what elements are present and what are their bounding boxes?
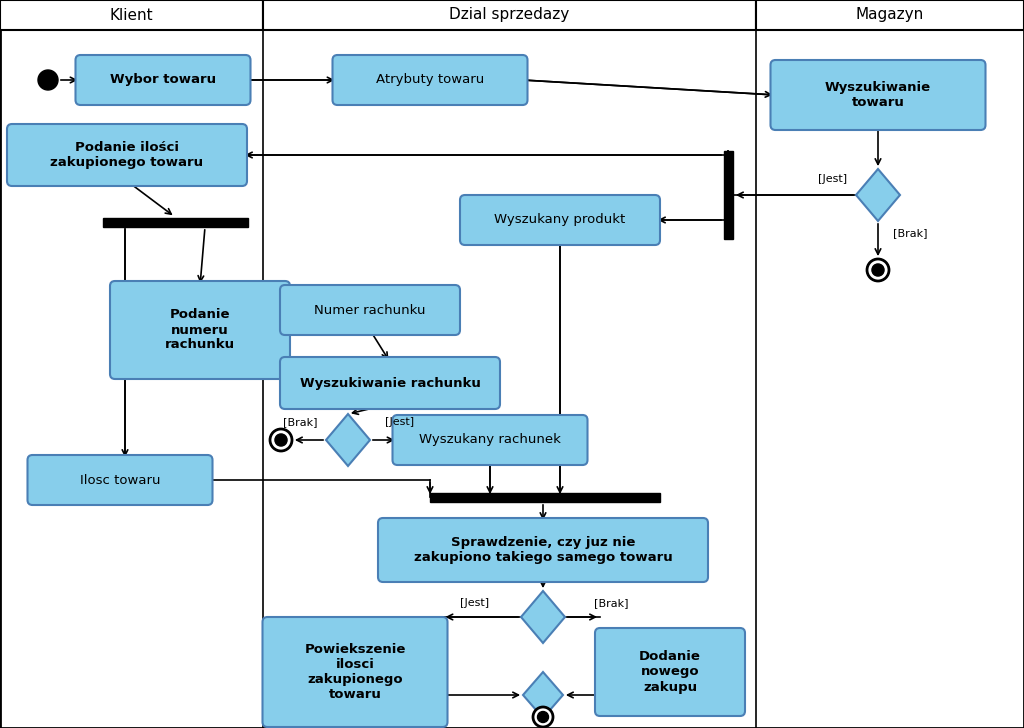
Circle shape xyxy=(867,259,889,281)
Bar xyxy=(756,0,1024,30)
FancyBboxPatch shape xyxy=(262,617,447,727)
Text: Podanie ilości
zakupionego towaru: Podanie ilości zakupionego towaru xyxy=(50,141,204,169)
FancyBboxPatch shape xyxy=(110,281,290,379)
Text: Dodanie
nowego
zakupu: Dodanie nowego zakupu xyxy=(639,651,701,694)
FancyBboxPatch shape xyxy=(378,518,708,582)
FancyBboxPatch shape xyxy=(595,628,745,716)
Text: Powiekszenie
ilosci
zakupionego
towaru: Powiekszenie ilosci zakupionego towaru xyxy=(304,643,406,701)
FancyBboxPatch shape xyxy=(392,415,588,465)
Text: Ilosc towaru: Ilosc towaru xyxy=(80,473,160,486)
Circle shape xyxy=(538,711,549,722)
Polygon shape xyxy=(523,672,563,718)
FancyBboxPatch shape xyxy=(333,55,527,105)
Text: Wyszukiwanie rachunku: Wyszukiwanie rachunku xyxy=(300,376,480,389)
Text: [Jest]: [Jest] xyxy=(818,174,848,184)
Text: Atrybuty towaru: Atrybuty towaru xyxy=(376,74,484,87)
Polygon shape xyxy=(856,169,900,221)
FancyBboxPatch shape xyxy=(280,285,460,335)
Text: [Brak]: [Brak] xyxy=(893,228,928,238)
FancyBboxPatch shape xyxy=(770,60,985,130)
Text: [Jest]: [Jest] xyxy=(461,598,489,608)
Text: [Jest]: [Jest] xyxy=(385,417,415,427)
FancyBboxPatch shape xyxy=(76,55,251,105)
FancyBboxPatch shape xyxy=(7,124,247,186)
Text: [Brak]: [Brak] xyxy=(283,417,317,427)
Bar xyxy=(430,493,660,502)
Bar xyxy=(0,0,263,30)
Text: Klient: Klient xyxy=(110,7,154,23)
Text: Numer rachunku: Numer rachunku xyxy=(314,304,426,317)
Circle shape xyxy=(275,434,287,446)
Text: Sprawdzenie, czy juz nie
zakupiono takiego samego towaru: Sprawdzenie, czy juz nie zakupiono takie… xyxy=(414,536,673,564)
Text: [Brak]: [Brak] xyxy=(594,598,629,608)
Circle shape xyxy=(270,429,292,451)
Text: Wyszukany rachunek: Wyszukany rachunek xyxy=(419,433,561,446)
Circle shape xyxy=(534,707,553,727)
Text: Magazyn: Magazyn xyxy=(856,7,924,23)
Polygon shape xyxy=(521,591,565,643)
Text: Wyszukany produkt: Wyszukany produkt xyxy=(495,213,626,226)
Text: Wybor towaru: Wybor towaru xyxy=(110,74,216,87)
Bar xyxy=(724,151,732,239)
FancyBboxPatch shape xyxy=(460,195,660,245)
Bar xyxy=(102,218,248,226)
Text: Wyszukiwanie
towaru: Wyszukiwanie towaru xyxy=(825,81,931,109)
Circle shape xyxy=(872,264,884,276)
Polygon shape xyxy=(326,414,370,466)
Text: Podanie
numeru
rachunku: Podanie numeru rachunku xyxy=(165,309,236,352)
Text: Dzial sprzedazy: Dzial sprzedazy xyxy=(450,7,569,23)
FancyBboxPatch shape xyxy=(280,357,500,409)
Circle shape xyxy=(38,70,58,90)
FancyBboxPatch shape xyxy=(28,455,213,505)
Bar xyxy=(263,0,756,30)
